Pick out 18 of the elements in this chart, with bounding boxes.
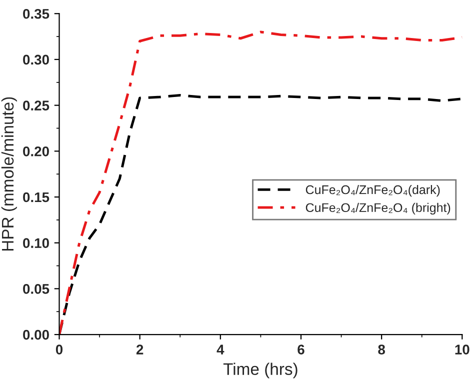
y-tick-label: 0.10 <box>23 238 49 248</box>
x-tick-label: 6 <box>298 344 304 354</box>
y-tick-label: 0.05 <box>23 284 50 294</box>
y-tick-label: 0.25 <box>23 100 50 110</box>
y-tick-label: 0.30 <box>23 54 49 65</box>
x-tick-label: 4 <box>216 344 224 354</box>
x-tick-label: 0 <box>56 344 63 354</box>
x-tick-label: 2 <box>136 344 144 354</box>
y-axis-title: HPR (mmole/minute) <box>1 97 17 250</box>
legend-label: CuFe₂O₄/ZnFe₂O₄ (bright) <box>306 202 450 215</box>
x-axis-title: Time (hrs) <box>223 362 298 378</box>
y-tick-label: 0.20 <box>23 146 49 156</box>
x-tick-label: 8 <box>378 344 386 354</box>
y-tick-label: 0.15 <box>23 192 50 202</box>
y-tick-label: 0.35 <box>23 8 50 19</box>
legend-label: CuFe₂O₄/ZnFe₂O₄(dark) <box>306 184 440 197</box>
x-tick-label: 10 <box>455 344 470 354</box>
y-tick-label: 0.00 <box>23 330 49 340</box>
